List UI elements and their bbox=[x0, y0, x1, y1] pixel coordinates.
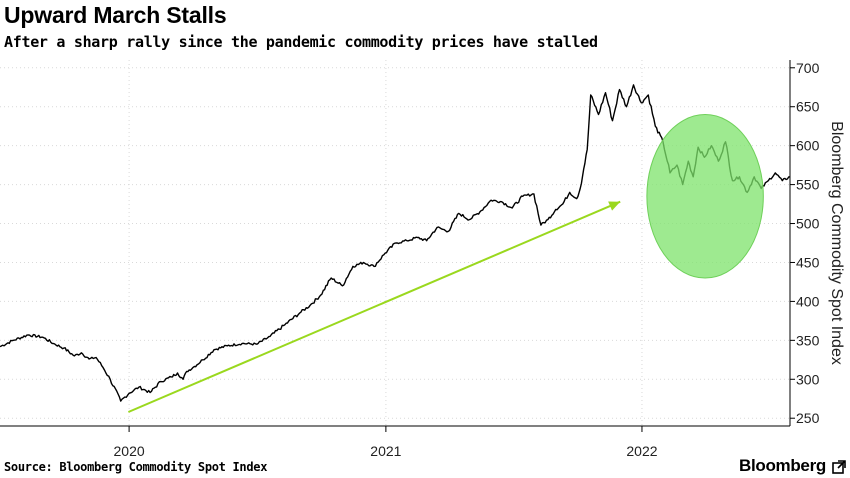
y-tick-label: 500 bbox=[796, 216, 820, 232]
y-tick-label: 600 bbox=[796, 138, 820, 154]
trend-arrow-head bbox=[608, 201, 621, 211]
y-tick-label: 700 bbox=[796, 60, 820, 76]
y-tick-label: 350 bbox=[796, 332, 820, 348]
y-tick-label: 450 bbox=[796, 254, 820, 270]
x-tick-label: 2022 bbox=[626, 443, 657, 459]
y-tick-label: 650 bbox=[796, 99, 820, 115]
chart-title: Upward March Stalls bbox=[4, 2, 227, 28]
y-tick-label: 550 bbox=[796, 177, 820, 193]
series-line bbox=[0, 84, 791, 402]
y-tick-label: 400 bbox=[796, 293, 820, 309]
source-note: Source: Bloomberg Commodity Spot Index bbox=[4, 460, 268, 474]
x-axis-ticks: 2020 2021 2022 bbox=[114, 426, 658, 459]
x-tick-label: 2021 bbox=[370, 443, 401, 459]
brand-logo: Bloomberg bbox=[738, 456, 826, 475]
gridlines bbox=[0, 60, 790, 426]
y-tick-label: 250 bbox=[796, 410, 820, 426]
highlight-circle bbox=[646, 114, 764, 279]
external-link-icon bbox=[832, 460, 846, 474]
y-axis-label: Bloomberg Commodity Spot Index bbox=[828, 121, 845, 365]
chart-subtitle: After a sharp rally since the pandemic c… bbox=[4, 33, 598, 51]
y-tick-label: 300 bbox=[796, 371, 820, 387]
trend-arrow bbox=[127, 200, 621, 413]
trend-arrow-shaft bbox=[127, 200, 621, 413]
x-tick-label: 2020 bbox=[114, 443, 145, 459]
y-axis-ticks: 250 300 350 400 450 500 550 600 650 700 bbox=[790, 60, 820, 426]
